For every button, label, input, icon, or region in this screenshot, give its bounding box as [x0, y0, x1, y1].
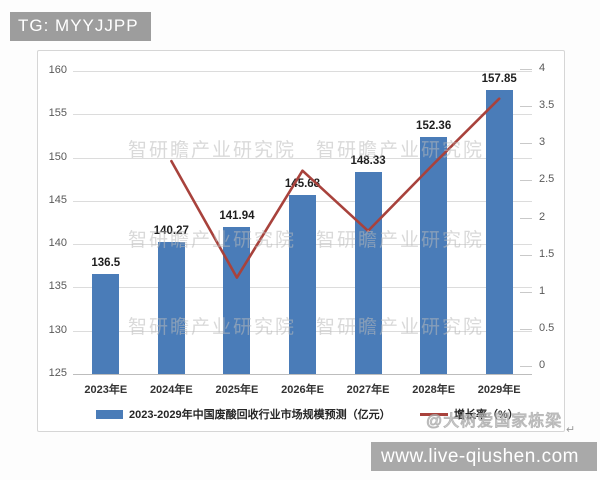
- footer-url-bar: www.live-qiushen.com: [371, 442, 597, 471]
- left-axis-tick-label: 145: [48, 193, 67, 206]
- left-axis-tick-label: 150: [48, 150, 67, 163]
- bar-value-label: 136.5: [91, 257, 121, 270]
- bar: [289, 194, 316, 374]
- right-axis-tick-label: 0.5: [539, 321, 555, 334]
- tiled-watermark: 智研瞻产业研究院: [128, 230, 297, 251]
- gridline: [73, 114, 532, 116]
- x-axis-label: 2024年E: [149, 384, 193, 396]
- bar: [92, 274, 120, 374]
- x-axis-label: 2027年E: [346, 384, 390, 396]
- x-axis-label: 2029年E: [477, 384, 521, 396]
- left-axis-tick-label: 155: [48, 107, 67, 120]
- bar: [485, 89, 513, 374]
- tiled-watermark: 智研瞻产业研究院: [128, 140, 297, 161]
- corner-watermark: @大树爱国家栋梁 ↵: [425, 407, 576, 437]
- x-axis-label: 2025年E: [215, 384, 259, 396]
- left-axis-tick-label: 130: [48, 323, 67, 336]
- right-axis-tick-label: 2.5: [539, 173, 555, 186]
- legend-item-bar: 2023-2029年中国废酸回收行业市场规模预测（亿元）: [96, 406, 391, 422]
- right-axis-tick-label: 0: [539, 359, 546, 371]
- bar-value-label: 157.85: [481, 72, 517, 85]
- right-axis-tick-label: 2: [539, 210, 546, 223]
- right-axis-tick-mark: [520, 180, 532, 182]
- right-axis-tick-mark: [520, 366, 532, 367]
- gridline: [73, 374, 532, 375]
- bar: [354, 172, 382, 374]
- right-axis-tick-label: 4: [539, 62, 546, 74]
- line-legend-swatch: [420, 412, 448, 416]
- bar: [157, 241, 185, 374]
- tiled-watermark: 智研瞻产业研究院: [316, 317, 485, 338]
- bar-value-label: 145.68: [284, 177, 321, 190]
- right-axis-tick-label: 1: [539, 284, 546, 297]
- right-axis-tick-label: 3.5: [539, 99, 555, 112]
- right-axis-tick-mark: [520, 254, 532, 256]
- right-axis-tick-mark: [520, 106, 532, 108]
- right-axis-tick-label: 1.5: [539, 247, 555, 260]
- left-axis-tick-label: 140: [48, 237, 67, 250]
- right-axis-tick-mark: [520, 328, 532, 330]
- corner-watermark-text: @大树爱国家栋梁: [425, 413, 563, 431]
- tiled-watermark: 智研瞻产业研究院: [316, 230, 485, 251]
- chart-legend: 2023-2029年中国废酸回收行业市场规模预测（亿元） 增长率（%）: [38, 406, 564, 426]
- right-axis-tick-mark: [520, 291, 532, 293]
- bar-value-label: 152.36: [416, 120, 452, 133]
- x-axis-label: 2023年E: [84, 384, 128, 396]
- legend-item-line: 增长率（%）: [420, 406, 519, 422]
- right-axis-tick-mark: [520, 217, 532, 219]
- bar-legend-swatch: [96, 409, 123, 419]
- right-axis-tick-mark: [520, 69, 532, 70]
- tiled-watermark: 智研瞻产业研究院: [128, 317, 297, 338]
- tiled-watermark: 智研瞻产业研究院: [316, 140, 485, 161]
- line-legend-label: 增长率（%）: [454, 409, 519, 421]
- left-axis-tick-label: 125: [48, 367, 67, 379]
- left-axis-tick-label: 135: [48, 280, 67, 293]
- left-axis-tick-label: 160: [48, 64, 67, 76]
- return-glyph: ↵: [566, 424, 577, 436]
- right-axis-tick-label: 3: [539, 136, 546, 149]
- x-axis-label: 2028年E: [412, 384, 456, 396]
- bar-legend-label: 2023-2029年中国废酸回收行业市场规模预测（亿元）: [129, 409, 391, 421]
- bar-value-label: 141.94: [219, 210, 255, 223]
- chart-container: 160 155 150 145 140 135 130 125 4 3.5 3 2.5 2 1.5 1 0.5…: [37, 50, 575, 436]
- gridline: [73, 71, 532, 72]
- right-axis-tick-mark: [520, 143, 532, 145]
- x-axis-label: 2026年E: [281, 384, 324, 396]
- telegram-tag: TG: MYYJJPP: [10, 12, 151, 41]
